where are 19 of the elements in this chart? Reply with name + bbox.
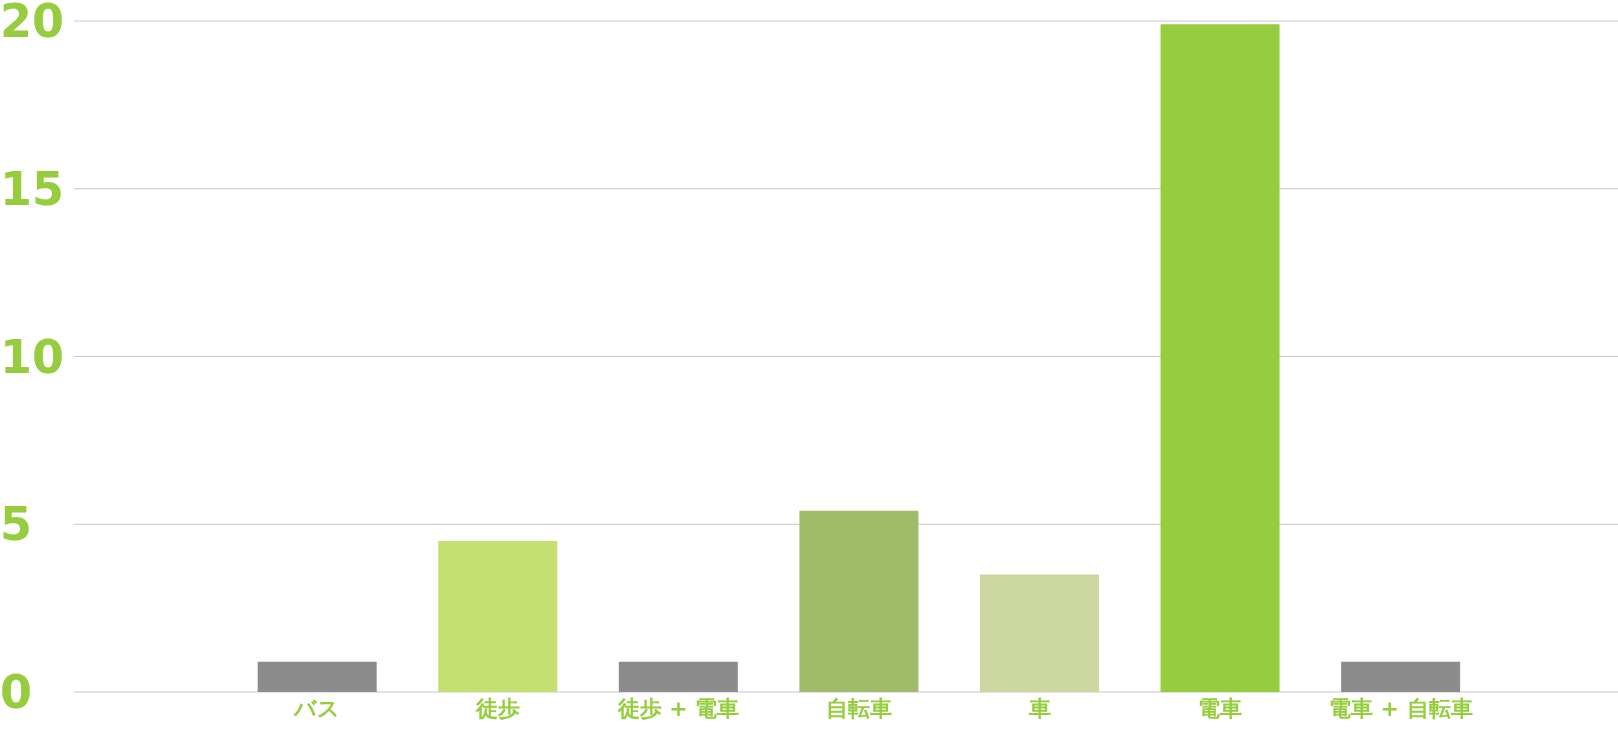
y-tick-label: 20	[0, 0, 65, 48]
bar	[257, 661, 377, 692]
x-tick-label: 自転車	[826, 695, 892, 721]
bar	[979, 574, 1099, 692]
x-tick-label: 電車 + 自転車	[1328, 695, 1473, 721]
bar	[1160, 24, 1280, 692]
bar	[799, 510, 919, 692]
bar	[618, 661, 738, 692]
bar	[1341, 661, 1461, 692]
y-tick-label: 0	[0, 665, 33, 719]
x-tick-label: 徒歩 + 電車	[616, 695, 740, 721]
x-tick-label: バス	[292, 695, 341, 721]
bar	[438, 541, 558, 692]
x-tick-label: 車	[1027, 695, 1051, 721]
x-tick-label: 電車	[1198, 695, 1243, 721]
y-tick-label: 5	[0, 497, 33, 552]
y-tick-label: 10	[0, 329, 65, 384]
x-tick-label: 徒歩	[474, 695, 520, 721]
y-tick-label: 15	[0, 161, 65, 216]
